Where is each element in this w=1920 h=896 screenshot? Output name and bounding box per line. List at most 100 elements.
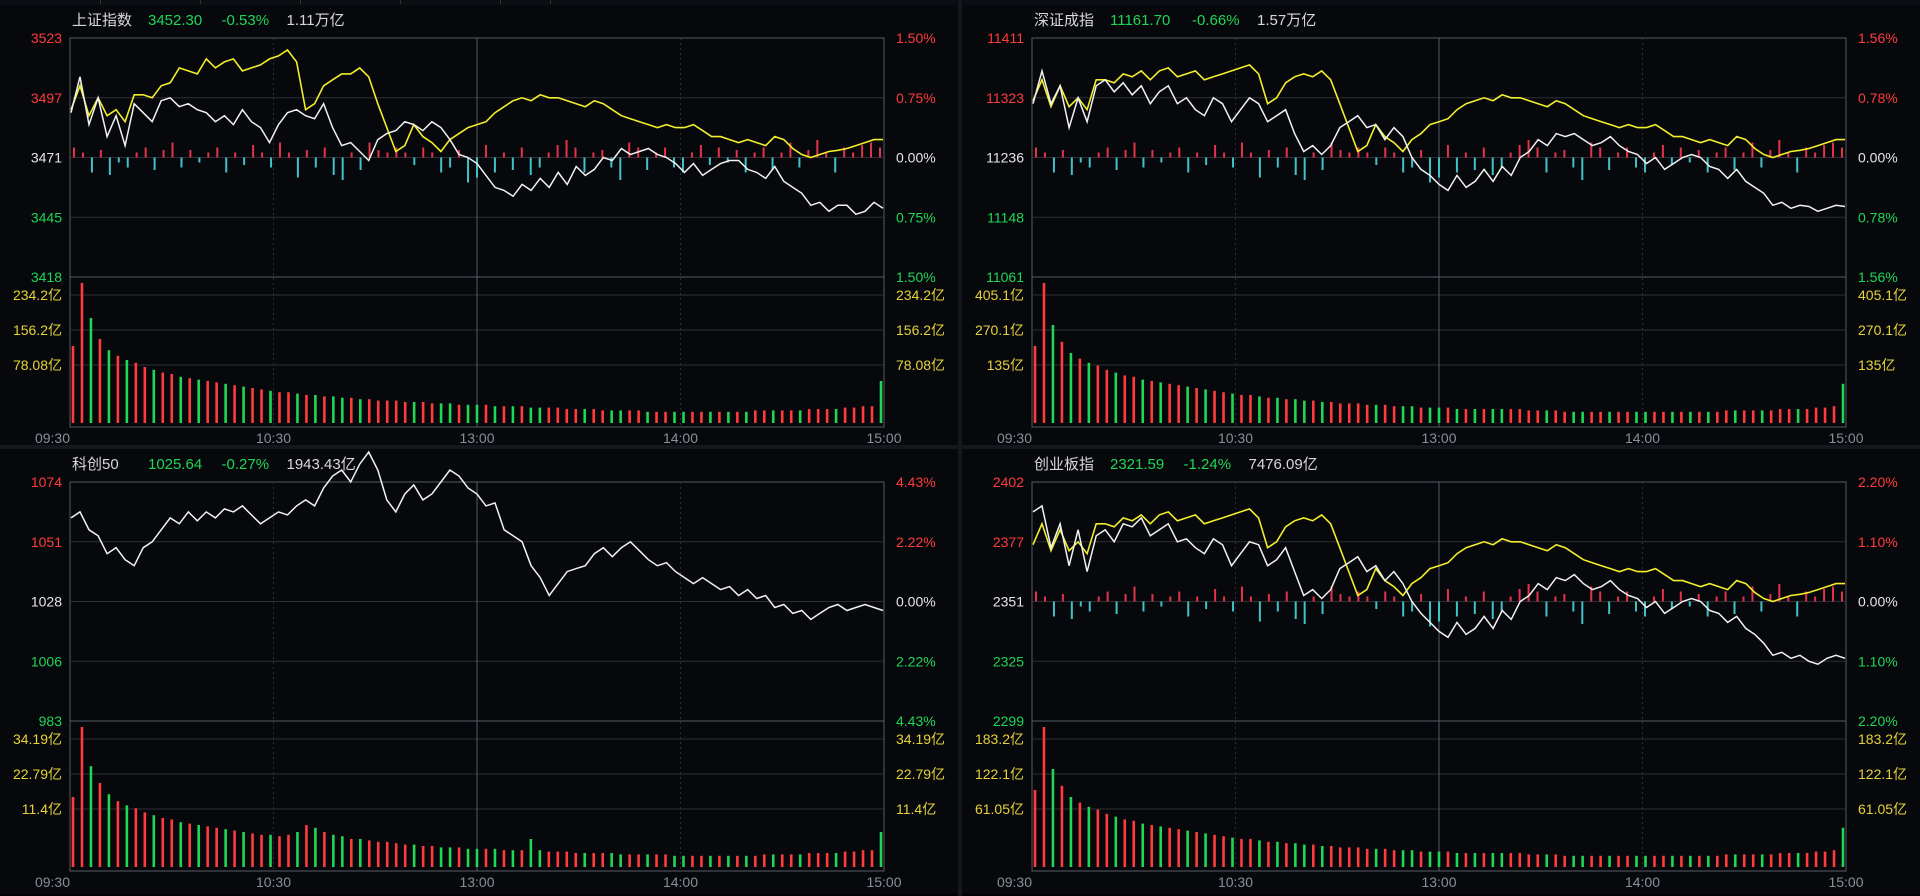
chart0-vol-tick-left: 156.2亿	[13, 322, 62, 338]
chart0-volume-bar	[439, 403, 443, 423]
chart0-volume-bar	[682, 411, 685, 423]
panel-shenzhen-component[interactable]: 深证成指 11161.70 -0.66% 1.57万亿 11411 11323 11236 1…	[962, 5, 1920, 450]
chart1-volume-bar	[1159, 382, 1162, 423]
chart1-volume-bar	[1060, 341, 1064, 423]
chart2-volume-bar	[538, 850, 542, 867]
chart2-volume-bar	[412, 844, 416, 867]
chart3-volume-bar	[1356, 847, 1360, 867]
chart0-volume-bar	[646, 411, 649, 423]
chart1-volume-bar	[1689, 411, 1692, 423]
chart2-y-tick: 1028	[31, 594, 62, 610]
chart3-volume-bar	[1428, 851, 1432, 867]
chart3-volume-bar	[1150, 825, 1154, 867]
chart3-avg-line	[1032, 507, 1845, 603]
chart1-volume-bar	[1787, 409, 1791, 423]
chart0-volume-bar	[152, 369, 156, 423]
chart2-volume-bar	[852, 851, 856, 867]
chart0-volume-bar	[197, 379, 200, 423]
chart2-volume-bar	[574, 853, 578, 867]
chart3-volume-bar	[1590, 855, 1593, 867]
panel-star50[interactable]: 科创50 1025.64 -0.27% 1943.43亿 1074 1051 1028 100…	[0, 449, 958, 894]
chart3-volume-bar	[1060, 785, 1064, 867]
chart0-y-tick: 3471	[31, 150, 62, 166]
chart3-volume-bar	[1518, 853, 1522, 867]
chart0-vol-tick-right: 234.2亿	[896, 287, 945, 303]
chart2-volume-bar	[673, 855, 676, 867]
chart3-volume-bar	[1841, 827, 1845, 867]
chart3-volume-bar	[1078, 802, 1082, 867]
chart1-volume-bar	[1428, 407, 1432, 423]
chart1-avg-line	[1032, 63, 1845, 159]
chart0-volume-bar	[762, 410, 766, 423]
chart1-volume-bar	[1240, 395, 1243, 423]
chart1-turnover: 1.57万亿	[1257, 12, 1316, 29]
chart1-volume-bar	[1536, 410, 1540, 423]
panel-shanghai-index[interactable]: 上证指数 3452.30 -0.53% 1.11万亿 3523 3497 3471 3445 3…	[0, 5, 958, 450]
chart1-volume-bar	[1105, 369, 1109, 423]
chart2-volume-bar	[161, 818, 165, 867]
chart1-time-tick: 13:00	[1421, 430, 1456, 445]
chart3-volume-bar	[1491, 853, 1495, 867]
chart3-volume-bar	[1796, 853, 1800, 867]
chart2-volume-bar	[152, 815, 156, 867]
chart0-volume-bar	[341, 397, 344, 423]
chart3-volume-bar	[1105, 813, 1109, 867]
chart1-volume-bar	[1195, 388, 1198, 423]
chart0-volume-bar	[807, 409, 811, 423]
chart3-volume-bar	[1365, 848, 1369, 867]
chart1-volume-bar	[1303, 400, 1306, 423]
chart3-volume-bar	[1294, 843, 1297, 867]
chart1-volume-bar	[1751, 410, 1755, 423]
chart1-volume-bar	[1554, 410, 1558, 423]
chart3-volume-bar	[1769, 854, 1773, 867]
chart3-volume-bar	[1814, 851, 1818, 867]
chart1-volume-bar	[1294, 399, 1297, 423]
chart0-pct-tick: 0.75%	[896, 209, 936, 225]
chart0-volume-bar	[754, 410, 757, 423]
chart0-volume-bar	[269, 390, 272, 423]
chart3-volume-bar	[1446, 851, 1450, 867]
chart3-time-tick: 10:30	[1218, 874, 1253, 890]
chart0-time-tick: 09:30	[35, 430, 70, 445]
chart3-price-line	[1032, 504, 1846, 666]
chart1-volume-bar	[1563, 411, 1566, 423]
chart0-volume-bar	[80, 283, 84, 423]
chart2-volume-bar	[421, 846, 425, 867]
chart1-volume-bar	[1258, 396, 1261, 423]
chart1-time-tick: 09:30	[997, 430, 1032, 445]
chart2-volume-bar	[682, 855, 685, 867]
chart0-volume-bar	[655, 411, 658, 423]
chart2-volume-bar	[71, 797, 75, 867]
chart1-volume-bar	[1231, 393, 1234, 423]
chart1-volume-bar	[1617, 411, 1620, 423]
chart1-y-tick: 11323	[986, 90, 1024, 106]
chart3-volume-bar	[1042, 727, 1046, 867]
chart0-volume-bar	[134, 362, 138, 423]
chart2-volume-bar	[771, 854, 775, 867]
chart1-pct-tick: 1.56%	[1858, 269, 1898, 285]
chart-shenzhen-component: 深证成指 11161.70 -0.66% 1.57万亿 11411 11323 11236 1…	[975, 12, 1907, 445]
chart0-volume-bar	[242, 386, 245, 423]
chart2-volume-bar	[816, 853, 820, 867]
chart2-time-tick: 10:30	[256, 874, 291, 890]
chart2-volume-bar	[646, 854, 649, 867]
chart3-volume-bar	[1410, 850, 1414, 867]
chart3-volume-bar	[1635, 855, 1638, 867]
chart1-pct-tick: 0.78%	[1858, 209, 1898, 225]
chart0-volume-bar	[565, 409, 569, 423]
chart1-volume-bar	[1087, 362, 1091, 423]
chart3-volume-bar	[1626, 855, 1629, 867]
chart2-volume-bar	[762, 854, 766, 867]
chart2-volume-bar	[655, 854, 658, 867]
chart3-y-tick: 2351	[993, 594, 1024, 610]
panel-chinext[interactable]: 创业板指 2321.59 -1.24% 7476.09亿 2402 2377 2351 232…	[962, 449, 1920, 894]
chart3-volume-bar	[1707, 855, 1710, 867]
chart3-volume-bar	[1671, 855, 1674, 867]
chart2-volume-bar	[798, 854, 802, 867]
chart1-vol-tick-left: 405.1亿	[975, 287, 1024, 303]
chart1-volume-bar	[1760, 410, 1764, 423]
chart1-volume-bar	[1814, 407, 1818, 423]
chart3-volume-bar	[1680, 855, 1683, 867]
chart1-time-tick: 10:30	[1218, 430, 1253, 445]
chart3-volume-bar	[1473, 853, 1477, 867]
